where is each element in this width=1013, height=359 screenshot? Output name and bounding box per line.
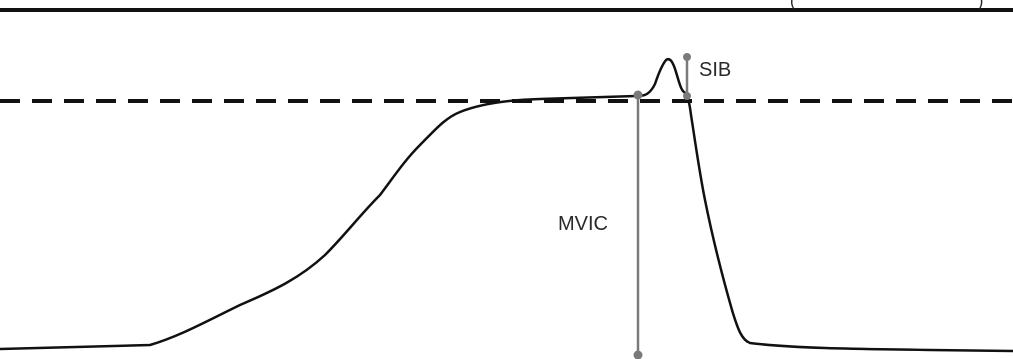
top-right-paren-left: ( — [790, 0, 796, 10]
force-trace-curve — [0, 57, 1013, 353]
sib-label: SIB — [699, 59, 731, 81]
sib-marker-top-dot — [683, 53, 691, 61]
mvic-marker-bottom-dot — [633, 350, 643, 359]
mvic-label: MVIC — [558, 213, 608, 235]
mvic-marker-top-dot — [633, 90, 643, 100]
sib-marker-bottom-dot — [683, 92, 691, 100]
top-right-paren-right: ) — [978, 0, 983, 10]
